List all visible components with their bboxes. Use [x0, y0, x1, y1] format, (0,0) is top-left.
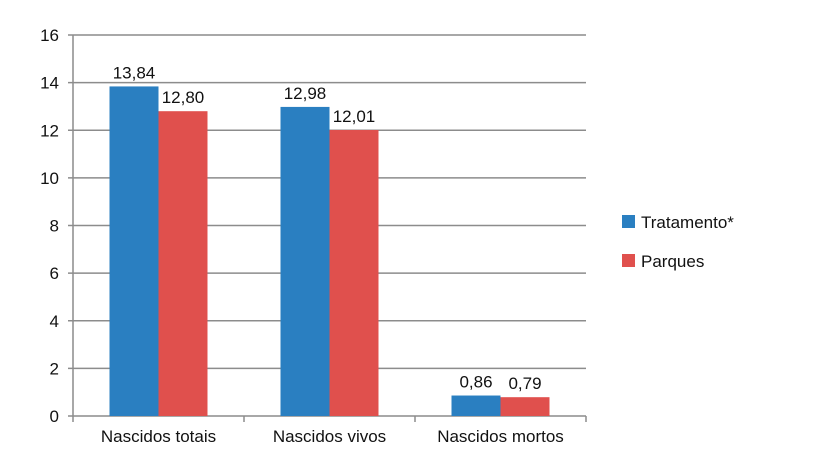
- legend-label: Tratamento*: [641, 213, 734, 232]
- y-tick-label: 14: [40, 74, 59, 93]
- bar-parques: [500, 397, 550, 416]
- bar-tratamento: [280, 106, 330, 416]
- y-tick-label: 4: [50, 312, 59, 331]
- data-label: 0,86: [459, 373, 492, 392]
- x-tick-label: Nascidos mortos: [437, 427, 564, 446]
- legend-label: Parques: [641, 252, 704, 271]
- data-label: 12,01: [333, 107, 376, 126]
- legend-swatch: [622, 215, 635, 228]
- legend-swatch: [622, 254, 635, 267]
- data-label: 12,98: [284, 84, 327, 103]
- y-tick-label: 12: [40, 121, 59, 140]
- y-tick-label: 2: [50, 359, 59, 378]
- y-tick-label: 10: [40, 169, 59, 188]
- y-tick-label: 16: [40, 26, 59, 45]
- x-tick-label: Nascidos totais: [101, 427, 216, 446]
- bar-parques: [158, 111, 208, 416]
- y-tick-label: 6: [50, 264, 59, 283]
- bar-tratamento: [109, 86, 159, 416]
- y-tick-label: 8: [50, 217, 59, 236]
- bar-parques: [329, 130, 379, 416]
- y-tick-label: 0: [50, 407, 59, 426]
- x-tick-label: Nascidos vivos: [273, 427, 386, 446]
- data-label: 12,80: [162, 88, 205, 107]
- data-label: 0,79: [508, 374, 541, 393]
- bar-tratamento: [451, 395, 501, 416]
- data-label: 13,84: [113, 63, 156, 82]
